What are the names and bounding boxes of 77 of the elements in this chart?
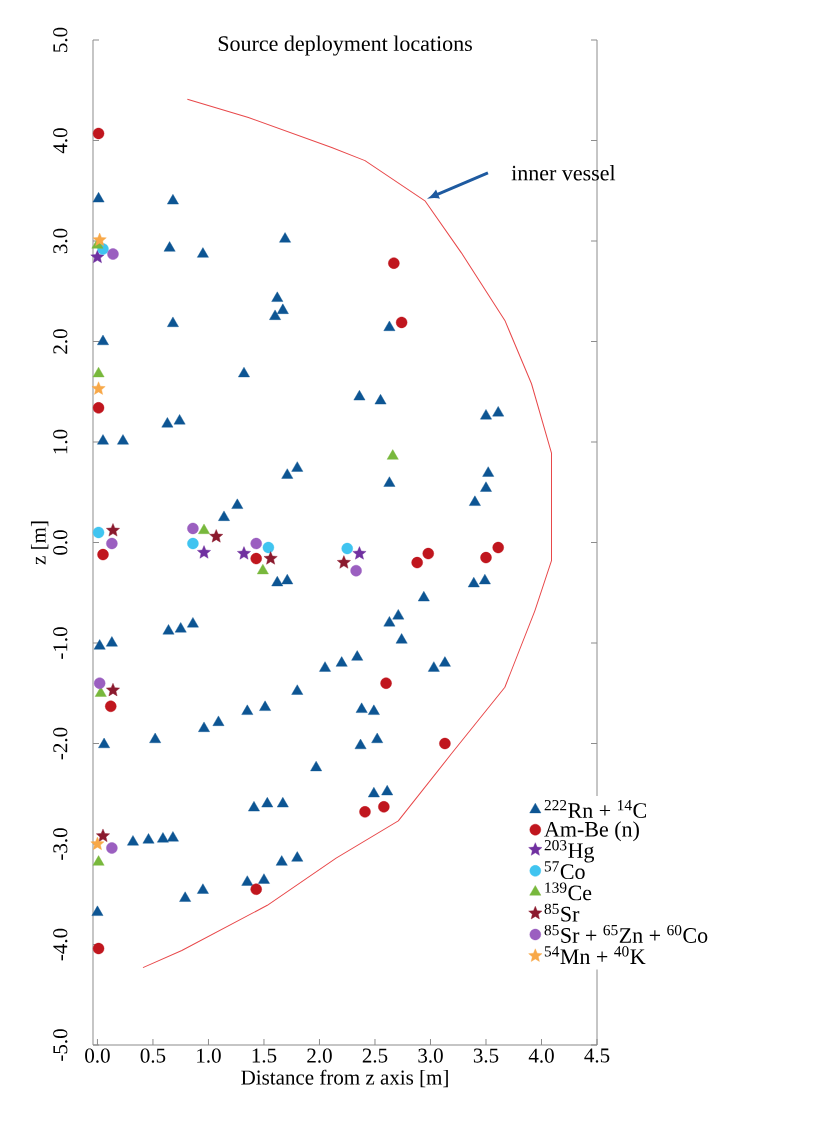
point bbox=[341, 542, 353, 555]
point bbox=[93, 677, 106, 689]
point bbox=[187, 537, 199, 550]
point bbox=[92, 855, 105, 866]
point bbox=[106, 523, 120, 537]
point bbox=[197, 545, 211, 559]
point bbox=[337, 555, 351, 569]
point bbox=[106, 842, 118, 854]
x-tick-label: 3.0 bbox=[418, 1048, 443, 1063]
legend-label: $^{139}$Ce bbox=[545, 882, 592, 901]
point bbox=[492, 541, 504, 554]
point bbox=[209, 529, 224, 543]
point bbox=[92, 232, 107, 246]
y-tick-label: -5.0 bbox=[53, 1029, 68, 1061]
point bbox=[263, 551, 278, 565]
point bbox=[90, 249, 105, 263]
y-tick-label: 3.0 bbox=[53, 228, 68, 254]
y-tick-label: -1.0 bbox=[53, 627, 68, 659]
point bbox=[250, 537, 262, 550]
x-axis-title: Distance from z axis [m] bbox=[241, 1069, 448, 1088]
point bbox=[395, 316, 408, 329]
x-tick-label: 4.0 bbox=[528, 1048, 554, 1063]
y-tick-label: 1.0 bbox=[53, 429, 68, 454]
point bbox=[257, 563, 269, 575]
y-tick-label: -4.0 bbox=[53, 928, 68, 961]
point bbox=[378, 801, 390, 813]
point bbox=[105, 700, 117, 713]
y-tick-label: 2.0 bbox=[53, 329, 68, 354]
point bbox=[480, 551, 492, 564]
point bbox=[97, 548, 109, 561]
legend-label: $^{54}$Mn + $^{40}$K bbox=[544, 946, 646, 964]
point bbox=[92, 402, 105, 414]
chart-title: Source deployment locations bbox=[218, 35, 472, 56]
point bbox=[90, 836, 105, 850]
annotation: inner vessel bbox=[511, 165, 616, 181]
x-tick-label: 1.0 bbox=[197, 1048, 221, 1063]
point bbox=[262, 541, 275, 554]
point bbox=[106, 683, 120, 697]
y-tick-label: -3.0 bbox=[53, 828, 68, 860]
point bbox=[92, 366, 105, 378]
point bbox=[386, 449, 399, 460]
x-tick-label: 3.5 bbox=[473, 1048, 499, 1063]
x-tick-label: 4.5 bbox=[584, 1048, 610, 1063]
point bbox=[96, 828, 110, 842]
y-axis-title: z [m] bbox=[30, 521, 49, 565]
point bbox=[187, 522, 199, 535]
legend-label: $^{57}$Co bbox=[544, 861, 585, 880]
point bbox=[250, 552, 262, 565]
point bbox=[91, 381, 106, 395]
y-tick-label: 0.0 bbox=[53, 530, 68, 555]
legend-label: $^{222}$Rn + $^{14}$C bbox=[544, 800, 646, 818]
point bbox=[198, 523, 210, 534]
y-tick-label: -2.0 bbox=[53, 727, 68, 760]
point bbox=[352, 546, 367, 560]
x-tick-label: 1.5 bbox=[252, 1048, 277, 1063]
x-tick-label: 2.0 bbox=[307, 1048, 332, 1063]
x-tick-label: 2.5 bbox=[362, 1048, 388, 1063]
x-tick-label: 0.5 bbox=[140, 1048, 166, 1063]
point bbox=[350, 564, 362, 577]
legend-label: $^{85}$Sr bbox=[544, 903, 580, 922]
y-tick-label: 5.0 bbox=[53, 27, 68, 52]
point bbox=[107, 248, 119, 260]
point bbox=[388, 257, 400, 269]
point bbox=[92, 127, 105, 140]
legend-label: $^{85}$Sr + $^{65}$Zn + $^{60}$Co bbox=[544, 924, 708, 943]
point bbox=[92, 942, 105, 955]
y-tick-label: 4.0 bbox=[53, 128, 68, 154]
point bbox=[439, 737, 451, 750]
point bbox=[106, 537, 118, 550]
point bbox=[422, 547, 434, 560]
point bbox=[411, 556, 423, 569]
point bbox=[359, 806, 371, 818]
point bbox=[237, 546, 251, 560]
x-tick-label: 0.0 bbox=[85, 1048, 110, 1063]
point bbox=[92, 526, 105, 539]
point bbox=[250, 883, 262, 895]
point bbox=[380, 677, 392, 689]
